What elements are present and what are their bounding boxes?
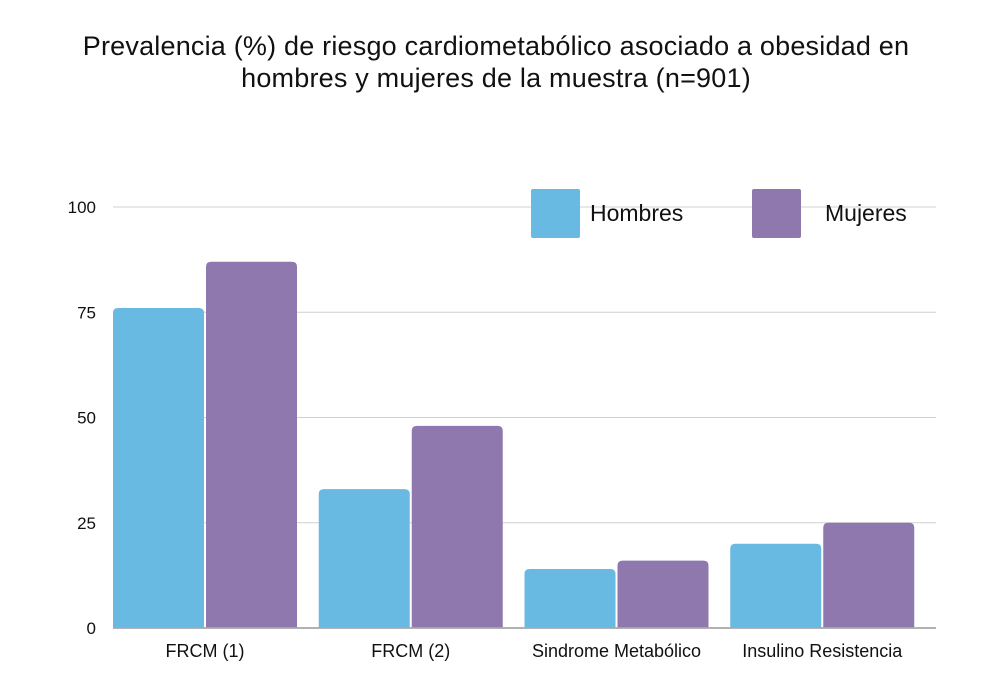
bar-hombres-3 (730, 543, 822, 628)
bar-hombres-2 (524, 569, 616, 628)
x-tick-label: FRCM (1) (166, 641, 245, 661)
legend-label-hombres: Hombres (590, 200, 683, 226)
x-axis-labels: FRCM (1) FRCM (2) Sindrome Metabólico Insul… (166, 641, 904, 661)
bars (113, 261, 915, 628)
y-axis-ticks: 0 25 50 75 100 (68, 198, 96, 638)
chart-title-line-2: hombres y mujeres de la muestra (n=901) (241, 63, 751, 93)
legend: Hombres Mujeres (531, 189, 907, 238)
bar-hombres-0 (113, 308, 204, 628)
y-tick-label: 0 (87, 619, 96, 638)
x-tick-label: Sindrome Metabólico (532, 641, 701, 661)
y-tick-label: 75 (77, 303, 96, 322)
legend-label-mujeres: Mujeres (825, 200, 907, 226)
bar-hombres-1 (318, 489, 410, 628)
legend-swatch-hombres (531, 189, 580, 238)
x-tick-label: Insulino Resistencia (742, 641, 903, 661)
y-tick-label: 100 (68, 198, 96, 217)
bar-mujeres-0 (206, 261, 297, 628)
chart-title-line-1: Prevalencia (%) de riesgo cardiometabóli… (82, 31, 910, 61)
bar-mujeres-2 (617, 560, 709, 628)
bar-mujeres-1 (411, 425, 503, 628)
x-tick-label: FRCM (2) (371, 641, 450, 661)
legend-swatch-mujeres (752, 189, 801, 238)
chart-title: Prevalencia (%) de riesgo cardiometabóli… (0, 30, 992, 94)
y-tick-label: 25 (77, 514, 96, 533)
bar-mujeres-3 (823, 522, 915, 628)
y-tick-label: 50 (77, 409, 96, 428)
